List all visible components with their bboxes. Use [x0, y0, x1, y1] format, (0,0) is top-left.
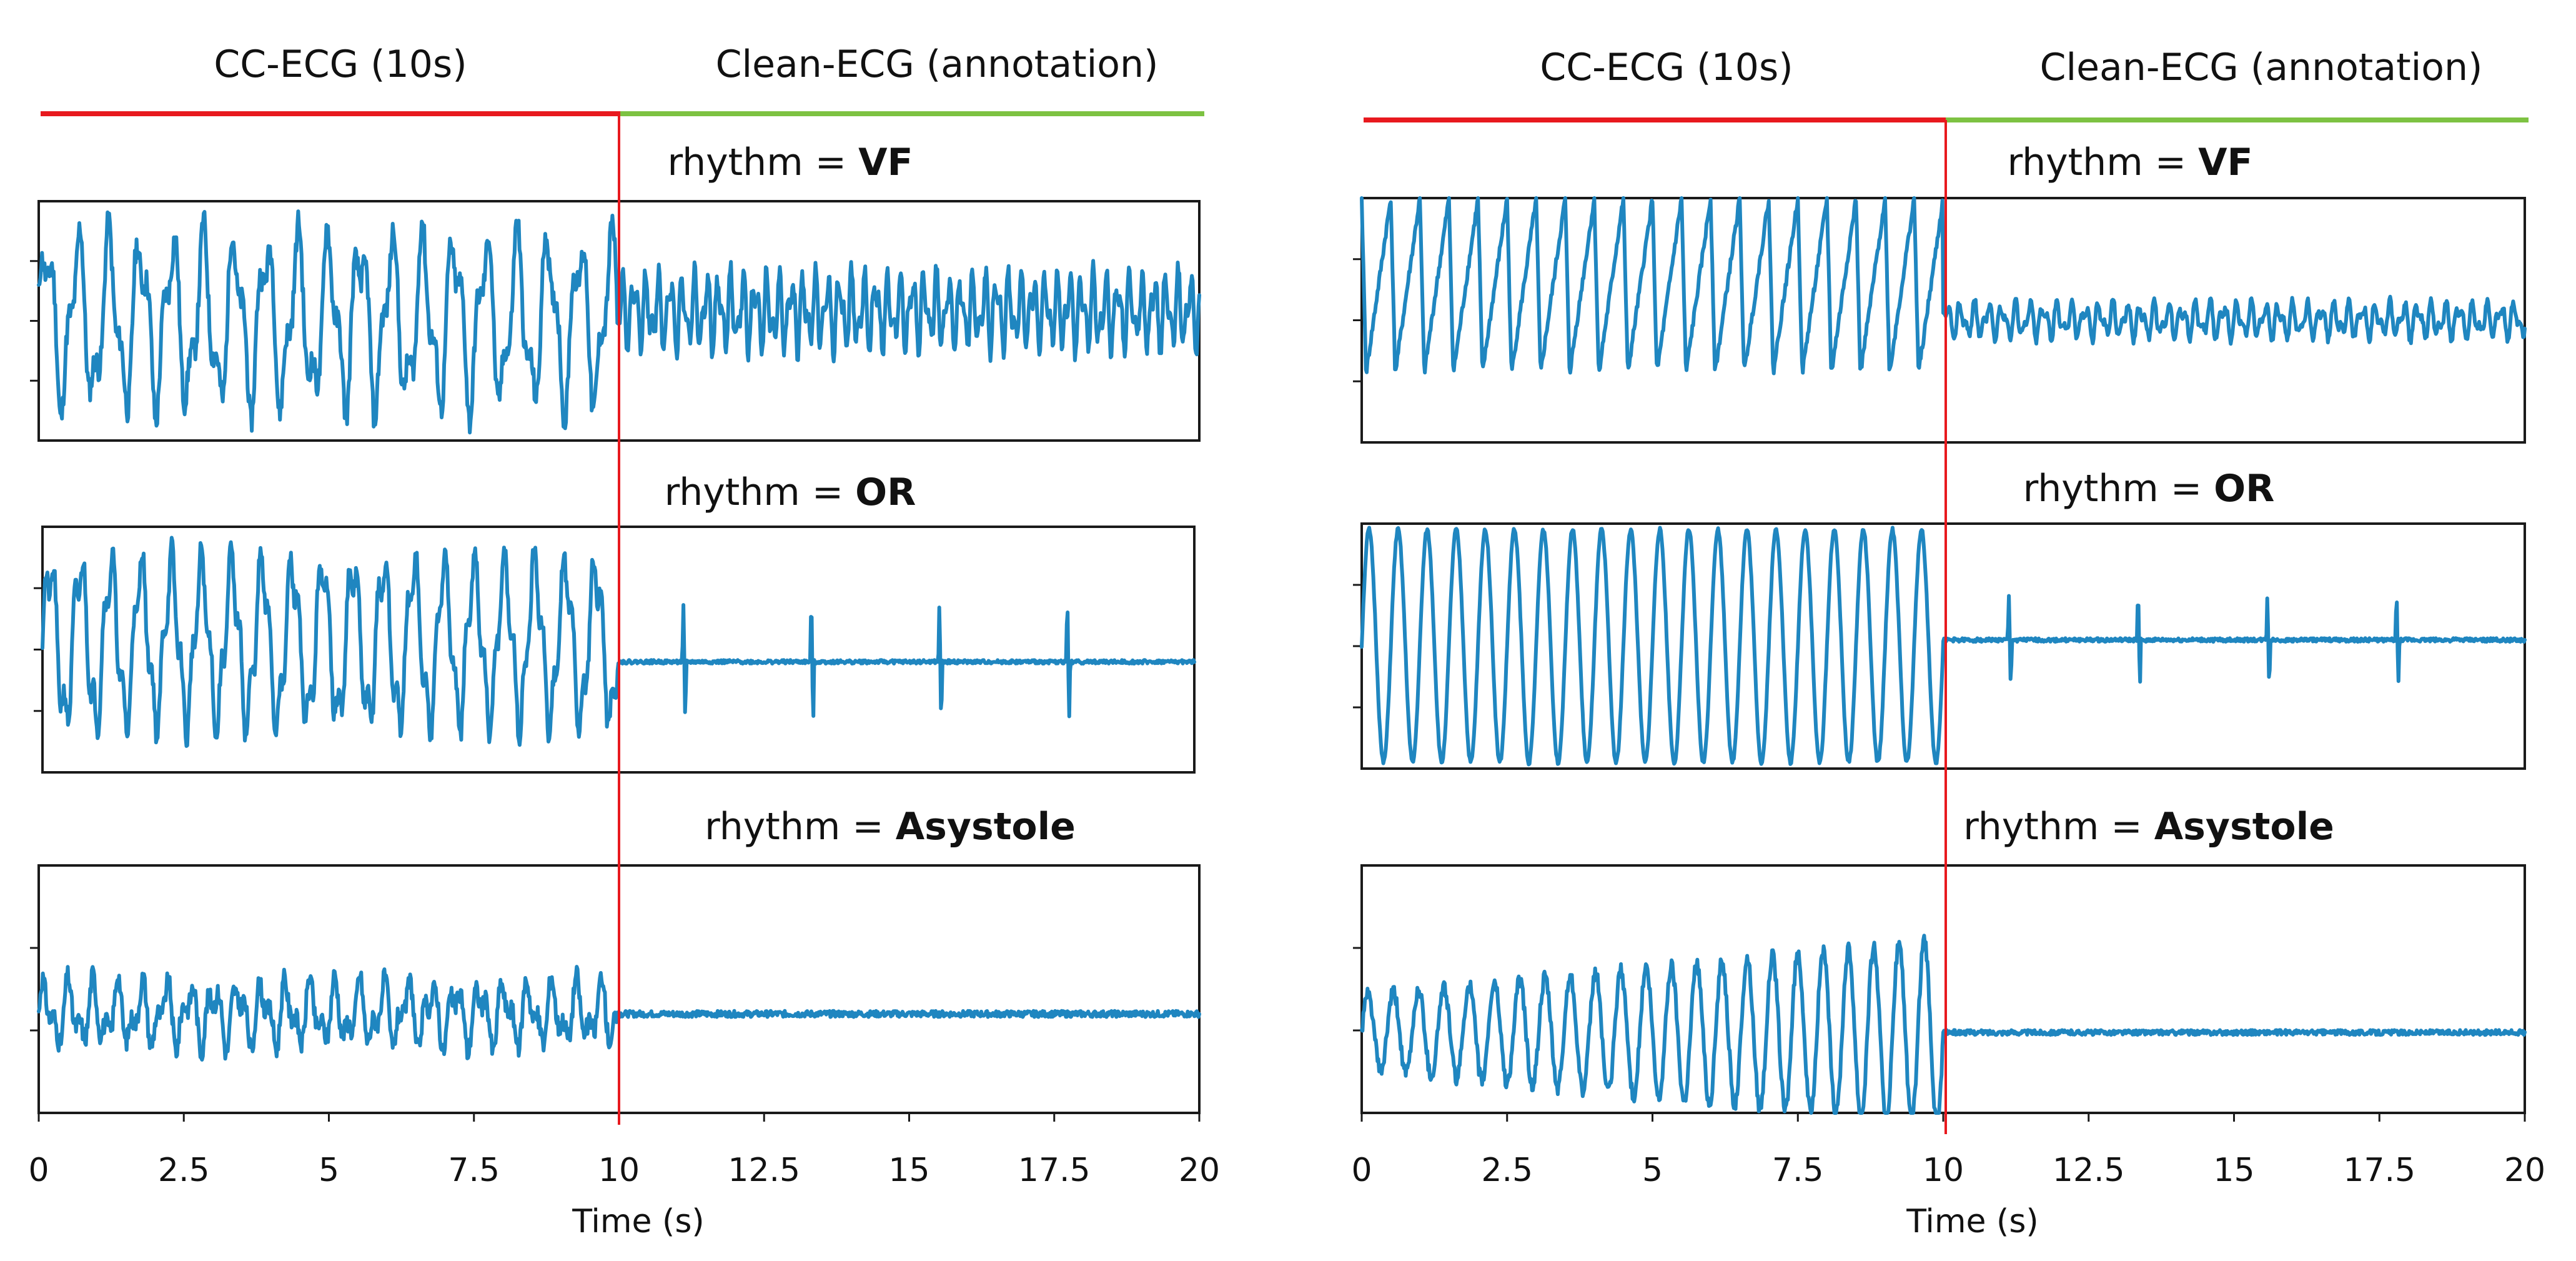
yticks-asystole-left: [30, 947, 39, 1032]
rhythm-label-asystole-right: rhythm = Asystole: [1963, 805, 2334, 849]
rhythm-label-vf-right: rhythm = VF: [2008, 141, 2253, 184]
x-tick-label: 7.5: [448, 1152, 500, 1189]
x-axis-left: 0 2.5 5 7.5 10 12.5 15 17.5 20: [28, 1113, 1220, 1189]
header-cc-ecg-left: CC-ECG (10s): [214, 42, 467, 86]
panel-left: CC-ECG (10s) Clean-ECG (annotation) rhyt…: [28, 42, 1220, 1240]
x-axis-label-right: Time (s): [1906, 1203, 2038, 1240]
x-tick-label: 0: [28, 1152, 49, 1189]
x-tick-label: 10: [1923, 1152, 1964, 1189]
x-tick-label: 20: [1179, 1152, 1220, 1189]
x-axis-right: 0 2.5 5 7.5 10 12.5 15 17.5 20: [1351, 1113, 2545, 1189]
rhythm-label-or-left: rhythm = OR: [665, 471, 916, 514]
yticks-asystole-right: [1353, 947, 1362, 1032]
x-tick-label: 2.5: [158, 1152, 210, 1189]
x-tick-label: 12.5: [2053, 1152, 2125, 1189]
yticks-vf-right: [1353, 258, 1362, 382]
rhythm-label-asystole-left: rhythm = Asystole: [705, 805, 1076, 849]
x-tick-label: 20: [2504, 1152, 2545, 1189]
x-tick-label: 2.5: [1481, 1152, 1533, 1189]
rhythm-label-vf-left: rhythm = VF: [668, 141, 913, 184]
x-tick-label: 15: [888, 1152, 929, 1189]
header-cc-ecg-right: CC-ECG (10s): [1540, 46, 1793, 89]
yticks-or-left: [34, 587, 42, 712]
header-clean-ecg-left: Clean-ECG (annotation): [716, 42, 1159, 86]
x-tick-label: 7.5: [1772, 1152, 1824, 1189]
rhythm-label-or-right: rhythm = OR: [2023, 467, 2275, 511]
ecg-trace-vf-right: [1360, 196, 2527, 376]
ecg-trace-or-right: [1360, 526, 2527, 767]
x-tick-label: 10: [598, 1152, 640, 1189]
x-tick-label: 15: [2213, 1152, 2254, 1189]
x-axis-label-left: Time (s): [572, 1203, 704, 1240]
header-clean-ecg-right: Clean-ECG (annotation): [2040, 46, 2483, 89]
x-tick-label: 0: [1351, 1152, 1372, 1189]
ecg-trace-asystole-right: [1360, 934, 2527, 1115]
x-tick-label: 12.5: [728, 1152, 800, 1189]
yticks-vf-left: [30, 260, 39, 382]
x-tick-label: 17.5: [1018, 1152, 1091, 1189]
x-tick-label: 17.5: [2343, 1152, 2415, 1189]
x-tick-label: 5: [319, 1152, 339, 1189]
panel-right: CC-ECG (10s) Clean-ECG (annotation) rhyt…: [1351, 46, 2545, 1240]
x-tick-label: 5: [1642, 1152, 1663, 1189]
